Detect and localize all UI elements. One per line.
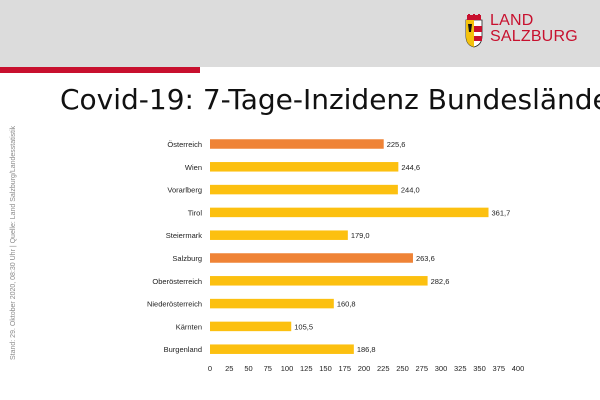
logo-line-2: SALZBURG <box>490 28 578 45</box>
bar <box>210 344 354 354</box>
x-tick-label: 200 <box>358 364 371 373</box>
data-label: 186,8 <box>357 345 376 354</box>
x-tick-label: 325 <box>454 364 467 373</box>
x-tick-label: 125 <box>300 364 313 373</box>
header-band <box>0 0 600 67</box>
x-tick-label: 225 <box>377 364 390 373</box>
bar-chart: Österreich 225,6 Wien 244,6 Vorarlberg 244,0 T… <box>130 128 550 388</box>
coat-of-arms-icon <box>465 14 483 48</box>
category-label: Oberösterreich <box>152 277 202 286</box>
category-label: Steiermark <box>166 231 203 240</box>
x-tick-label: 300 <box>435 364 448 373</box>
x-tick-label: 375 <box>492 364 505 373</box>
category-label: Vorarlberg <box>167 186 202 195</box>
data-label: 244,0 <box>401 186 420 195</box>
bar <box>210 184 398 195</box>
x-tick-label: 175 <box>338 364 351 373</box>
x-tick-label: 0 <box>208 364 212 373</box>
logo-wordmark: LAND SALZBURG <box>490 13 600 45</box>
category-label: Burgenland <box>164 345 202 354</box>
logo-line-1: LAND <box>490 12 534 29</box>
data-label: 179,0 <box>351 231 370 240</box>
x-tick-label: 275 <box>415 364 428 373</box>
bar <box>210 207 489 218</box>
bar <box>210 321 292 332</box>
data-label: 282,6 <box>431 277 450 286</box>
category-label: Niederösterreich <box>147 300 202 309</box>
header-accent-bar <box>0 67 200 73</box>
slide-title: Covid-19: 7-Tage-Inzidenz Bundesländer <box>60 83 600 116</box>
bar <box>210 162 399 172</box>
bar-chart-svg: Österreich 225,6 Wien 244,6 Vorarlberg 244,0 T… <box>147 139 525 373</box>
bar <box>210 276 428 286</box>
bar <box>210 230 348 240</box>
category-label: Kärnten <box>176 322 202 331</box>
x-tick-label: 150 <box>319 364 332 373</box>
x-tick-label: 400 <box>512 364 525 373</box>
data-label: 225,6 <box>387 140 406 149</box>
data-label: 263,6 <box>416 254 435 263</box>
x-tick-label: 25 <box>225 364 233 373</box>
category-label: Tirol <box>188 208 203 217</box>
bar <box>210 298 334 309</box>
x-tick-label: 100 <box>281 364 294 373</box>
bar <box>210 139 384 149</box>
data-label: 244,6 <box>401 163 420 172</box>
x-tick-label: 350 <box>473 364 486 373</box>
data-label: 361,7 <box>492 208 511 217</box>
x-tick-label: 250 <box>396 364 409 373</box>
category-label: Salzburg <box>172 254 202 263</box>
category-label: Österreich <box>167 140 202 149</box>
x-tick-label: 75 <box>264 364 272 373</box>
data-label: 160,8 <box>337 300 356 309</box>
x-tick-label: 50 <box>244 364 252 373</box>
bar <box>210 253 413 263</box>
source-note: Stand: 29. Oktober 2020, 08:30 Uhr | Que… <box>10 125 17 360</box>
category-label: Wien <box>185 163 202 172</box>
data-label: 105,5 <box>294 322 313 331</box>
